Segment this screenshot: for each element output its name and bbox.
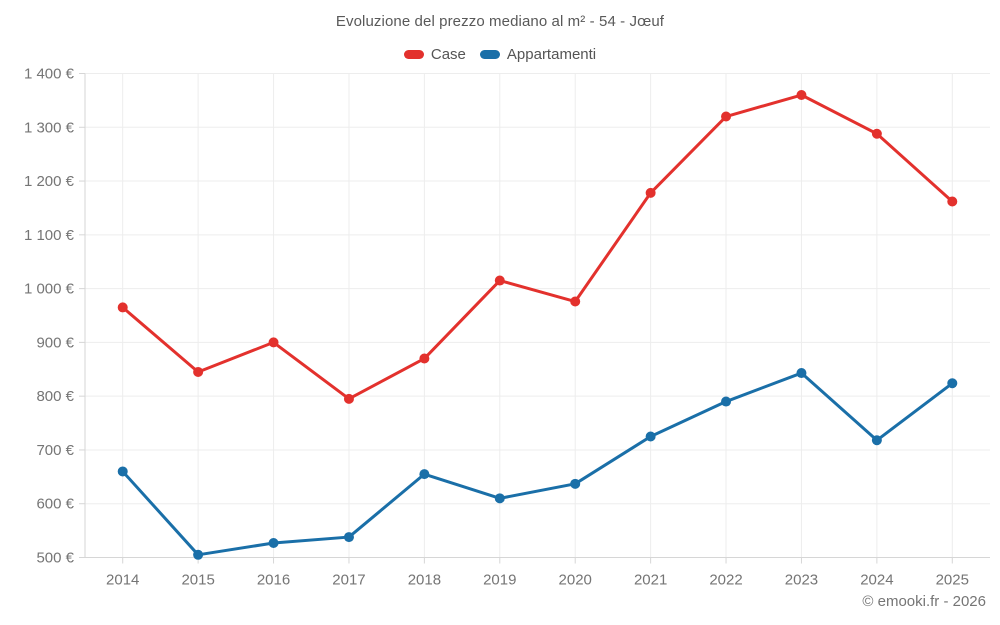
data-point-case-2021[interactable] (645, 187, 656, 198)
appartamenti-series-swatch-icon (479, 50, 500, 59)
series-line-case (121, 93, 954, 401)
data-point-case-2025[interactable] (947, 196, 958, 207)
x-axis-tick-label: 2025 (936, 572, 969, 589)
x-axis-tick-label: 2019 (483, 572, 516, 589)
data-point-appartamenti-2014[interactable] (117, 466, 128, 477)
x-axis-tick-label: 2022 (709, 572, 742, 589)
data-point-appartamenti-2015[interactable] (193, 549, 204, 560)
legend-item-appartamenti[interactable]: Appartamenti (479, 46, 597, 63)
legend-label-appartamenti: Appartamenti (506, 46, 597, 63)
y-axis-tick-label: 1 400 € (24, 66, 75, 83)
data-point-case-2017[interactable] (343, 393, 354, 404)
data-point-appartamenti-2025[interactable] (947, 378, 958, 389)
data-point-appartamenti-2023[interactable] (796, 368, 807, 379)
data-point-appartamenti-2018[interactable] (419, 469, 430, 480)
series-line-appartamenti (121, 371, 954, 557)
data-point-appartamenti-2024[interactable] (871, 435, 882, 446)
x-axis-tick-label: 2015 (181, 572, 214, 589)
data-point-case-2015[interactable] (193, 366, 204, 377)
x-axis-tick-label: 2020 (559, 572, 592, 589)
data-point-case-2020[interactable] (570, 296, 581, 307)
data-point-appartamenti-2020[interactable] (570, 478, 581, 489)
y-axis-tick-label: 800 € (36, 388, 74, 405)
data-point-appartamenti-2017[interactable] (343, 532, 354, 543)
y-axis-tick-label: 1 200 € (24, 173, 75, 190)
x-axis-tick-label: 2024 (860, 572, 893, 589)
data-point-appartamenti-2022[interactable] (721, 396, 732, 407)
legend-label-case: Case (430, 46, 466, 63)
data-point-case-2023[interactable] (796, 90, 807, 101)
data-point-case-2024[interactable] (871, 128, 882, 139)
y-axis-tick-label: 600 € (36, 496, 74, 513)
chart-title: Evoluzione del prezzo mediano al m² - 54… (335, 13, 665, 30)
x-axis-tick-label: 2023 (785, 572, 818, 589)
y-axis-tick-label: 1 000 € (24, 281, 75, 298)
data-point-case-2014[interactable] (117, 302, 128, 313)
data-point-case-2016[interactable] (268, 337, 279, 348)
y-axis-tick-label: 900 € (36, 334, 74, 351)
y-axis-tick-label: 500 € (36, 550, 74, 567)
data-point-appartamenti-2016[interactable] (268, 537, 279, 548)
chart-legend: Case Appartamenti (0, 46, 1000, 63)
data-point-case-2019[interactable] (494, 275, 505, 286)
data-point-case-2022[interactable] (721, 111, 732, 122)
data-point-case-2018[interactable] (419, 353, 430, 364)
case-series-swatch-icon (403, 50, 424, 59)
y-axis-tick-label: 1 300 € (24, 119, 75, 136)
x-axis-tick-label: 2018 (408, 572, 441, 589)
legend-item-case[interactable]: Case (403, 46, 466, 63)
y-axis-tick-label: 1 100 € (24, 227, 75, 244)
x-axis-tick-label: 2017 (332, 572, 365, 589)
x-axis-tick-label: 2016 (257, 572, 290, 589)
copyright-footer: © emooki.fr - 2026 (862, 593, 986, 610)
x-axis-tick-label: 2014 (106, 572, 139, 589)
data-point-appartamenti-2019[interactable] (494, 493, 505, 504)
y-axis-tick-label: 700 € (36, 442, 74, 459)
data-point-appartamenti-2021[interactable] (645, 431, 656, 442)
x-axis-tick-label: 2021 (634, 572, 667, 589)
